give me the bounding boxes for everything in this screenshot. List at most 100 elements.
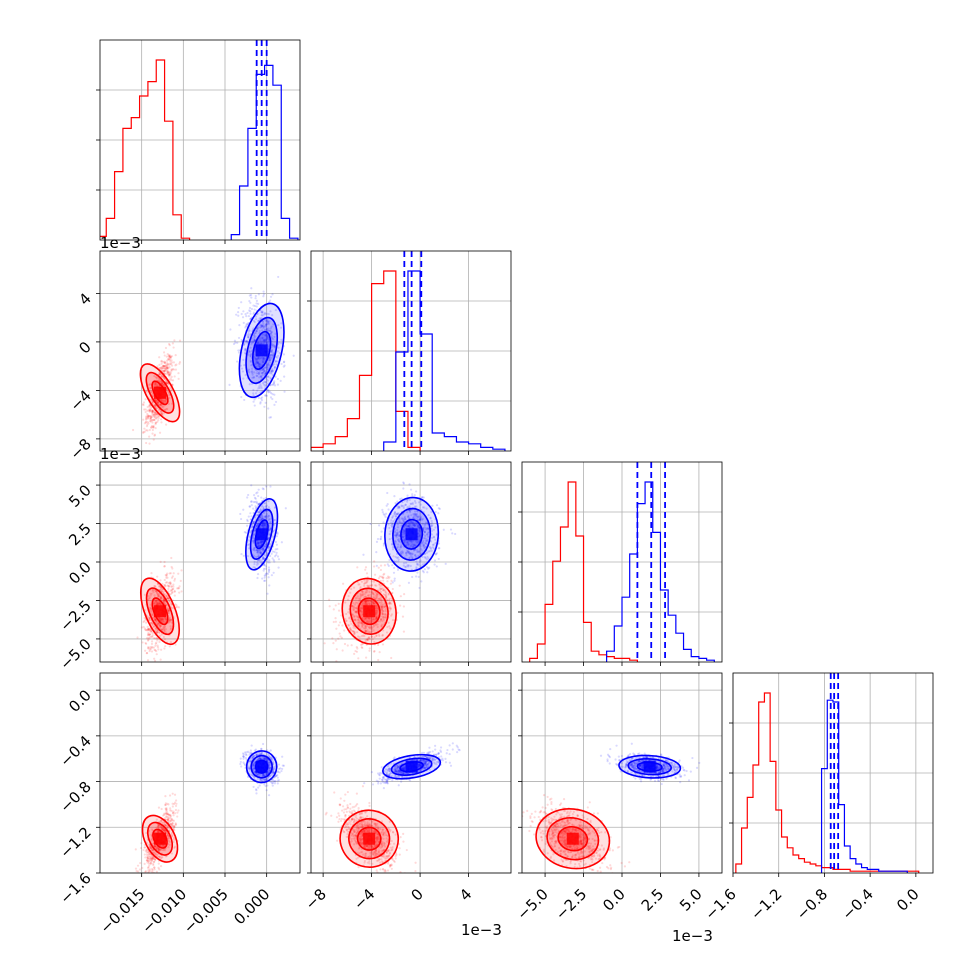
scatter-point	[393, 579, 396, 582]
scatter-point	[369, 599, 372, 602]
scatter-point	[151, 419, 154, 422]
scatter-point	[381, 613, 384, 616]
scatter-point	[252, 340, 255, 343]
scatter-point	[154, 383, 157, 386]
scatter-point	[391, 525, 394, 528]
scatter-point	[146, 861, 149, 864]
scatter-point	[356, 647, 359, 650]
scatter-point	[240, 301, 243, 304]
scatter-point	[253, 371, 256, 374]
scatter-point	[141, 641, 144, 644]
scatter-point	[166, 596, 169, 599]
scatter-point	[169, 813, 172, 817]
scatter-point	[263, 324, 266, 327]
scatter-point	[355, 610, 358, 613]
scatter-point	[236, 341, 239, 344]
scatter-point	[273, 555, 277, 558]
scatter-point	[406, 541, 409, 544]
grid-2-2	[522, 462, 722, 662]
scatter-point	[417, 524, 420, 527]
scatter-point	[171, 567, 174, 570]
scatter-point	[256, 541, 259, 544]
scatter-point	[382, 589, 385, 592]
scatter-point	[260, 311, 263, 314]
scatter-point	[250, 367, 254, 370]
scatter-point	[159, 366, 162, 369]
scatter-point	[366, 584, 369, 587]
scatter-point	[146, 625, 149, 628]
scatter-point	[169, 572, 172, 575]
scatter-point	[135, 869, 138, 873]
scatter-point	[417, 515, 420, 518]
scatter-point	[147, 409, 150, 412]
scatter-point	[147, 638, 150, 641]
scatter-point	[262, 325, 265, 328]
scatter-point	[153, 411, 156, 414]
scatter-point	[258, 544, 261, 548]
scatter-point	[425, 507, 428, 510]
scatter-point	[375, 611, 379, 614]
scatter-point	[162, 635, 165, 639]
scatter-point	[387, 621, 390, 624]
scatter-point	[332, 620, 335, 624]
scatter-point	[380, 605, 383, 608]
scatter-point	[382, 576, 385, 579]
scatter-point	[418, 518, 422, 521]
scatter-point	[164, 369, 167, 373]
scatter-point	[252, 304, 255, 307]
scatter-point	[366, 631, 369, 634]
scatter-point	[166, 407, 169, 411]
scatter-point	[347, 623, 350, 627]
scatter-point	[263, 515, 267, 518]
scatter-point	[403, 515, 407, 518]
scatter-point	[434, 510, 437, 514]
scatter-point	[400, 545, 403, 548]
scatter-point	[150, 645, 153, 648]
scatter-point	[152, 851, 155, 854]
scatter-point	[255, 563, 259, 567]
scatter-point	[254, 335, 257, 338]
scatter-point	[149, 603, 152, 606]
scatter-point	[261, 325, 264, 328]
scatter-point	[166, 819, 169, 822]
scatter-point	[388, 625, 391, 628]
scatter-point	[257, 555, 260, 558]
scatter-point	[153, 857, 157, 861]
scatter-point	[262, 557, 265, 561]
scatter-point	[166, 597, 169, 600]
scatter-point	[165, 573, 168, 576]
scatter-point	[402, 481, 405, 484]
scatter-point	[155, 599, 158, 602]
scatter-point	[148, 606, 151, 609]
scatter-point	[381, 620, 384, 623]
scatter-point	[256, 559, 259, 563]
scatter-point	[259, 542, 262, 545]
scatter-point	[363, 634, 366, 638]
scatter-point	[273, 366, 277, 369]
scatter-point	[262, 488, 265, 491]
scatter-point	[377, 633, 381, 636]
scatter-point	[381, 615, 384, 618]
scatter-point	[144, 856, 147, 859]
scatter-point	[171, 342, 175, 345]
scatter-point	[350, 604, 354, 608]
scatter-point	[252, 533, 256, 536]
scatter-point	[419, 517, 423, 520]
scatter-point	[158, 603, 162, 606]
scatter-point	[160, 375, 163, 378]
scatter-point	[259, 342, 262, 345]
scatter-point	[149, 420, 152, 423]
scatter-point	[262, 383, 265, 386]
scatter-point	[422, 496, 425, 499]
scatter-point	[242, 554, 245, 557]
scatter-point	[270, 391, 273, 395]
scatter-point	[383, 605, 386, 609]
scatter-point	[148, 637, 151, 640]
scatter-point	[269, 554, 272, 558]
scatter-point	[151, 613, 155, 616]
scatter-point	[361, 624, 364, 627]
scatter-point	[246, 496, 249, 499]
scatter-point	[164, 602, 167, 605]
scatter-point	[250, 515, 253, 518]
scatter-point	[273, 529, 276, 532]
